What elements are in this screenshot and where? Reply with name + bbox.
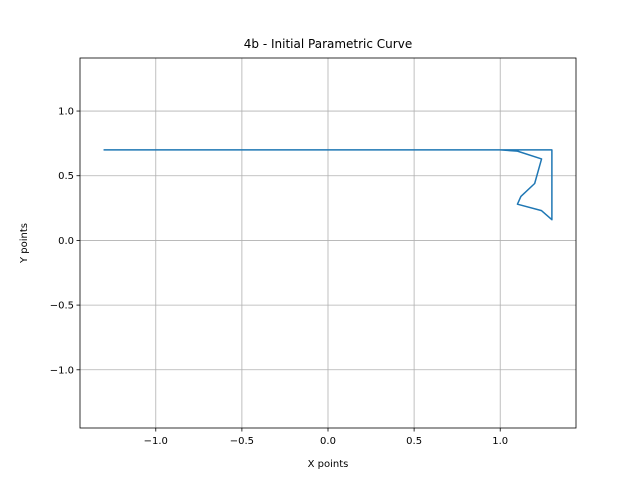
- x-tick-label: −1.0: [144, 436, 168, 447]
- y-tick-label: −0.5: [50, 301, 74, 312]
- y-axis-label: Y points: [19, 223, 30, 264]
- y-tick-label: −1.0: [50, 365, 74, 376]
- y-tick-label: 0.5: [58, 171, 74, 182]
- x-tick-label: 1.0: [492, 436, 508, 447]
- x-tick-label: −0.5: [230, 436, 254, 447]
- x-tick-label: 0.0: [320, 436, 336, 447]
- ticks: −1.0 −0.5 0.0 0.5 1.0 −1.0 −0.5 0.0 0.5 1.0: [50, 107, 508, 447]
- grid: [80, 58, 576, 428]
- x-tick-label: 0.5: [406, 436, 422, 447]
- chart-title: 4b - Initial Parametric Curve: [244, 37, 412, 51]
- y-tick-label: 1.0: [58, 107, 74, 118]
- parametric-curve-line: [103, 149, 553, 221]
- x-axis-label: X points: [308, 459, 349, 470]
- y-tick-label: 0.0: [58, 236, 74, 247]
